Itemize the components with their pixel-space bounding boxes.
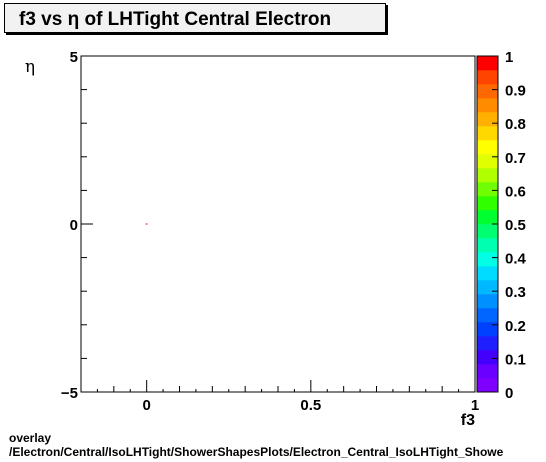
colorbar-tick-label: 0.3 bbox=[505, 284, 526, 301]
y-tick-label: 0 bbox=[70, 217, 78, 234]
colorbar-segment bbox=[477, 56, 498, 71]
colorbar-segment bbox=[477, 224, 498, 239]
y-axis-label: η bbox=[25, 57, 35, 77]
colorbar-segment bbox=[477, 182, 498, 197]
colorbar-segment bbox=[477, 266, 498, 281]
colorbar-tick-label: 0.4 bbox=[505, 251, 527, 268]
colorbar-segment bbox=[477, 70, 498, 85]
colorbar-tick-label: 0.9 bbox=[505, 83, 526, 100]
colorbar-segment bbox=[477, 84, 498, 99]
data-marks bbox=[145, 223, 148, 225]
colorbar-segment bbox=[477, 126, 498, 141]
footer-overlay-label: overlay bbox=[9, 431, 52, 445]
colorbar-segment bbox=[477, 350, 498, 365]
x-tick-label: 0.5 bbox=[300, 397, 321, 414]
title-box: f3 vs η of LHTight Central Electron bbox=[4, 3, 386, 33]
colorbar-segment bbox=[477, 98, 498, 113]
footer-path: /Electron/Central/IsoLHTight/ShowerShape… bbox=[9, 445, 504, 459]
colorbar-tick-label: 0.8 bbox=[505, 116, 526, 133]
colorbar-segment bbox=[477, 112, 498, 127]
chart-title: f3 vs η of LHTight Central Electron bbox=[19, 9, 332, 30]
colorbar-segment bbox=[477, 364, 498, 379]
data-point bbox=[145, 223, 148, 225]
y-tick-label: 5 bbox=[70, 49, 78, 66]
x-axis-label: f3 bbox=[461, 412, 475, 429]
y-axis: 5 0 −5 bbox=[61, 49, 93, 402]
y-tick-label: −5 bbox=[61, 385, 78, 402]
colorbar-segment bbox=[477, 252, 498, 267]
colorbar-tick-label: 0.7 bbox=[505, 150, 526, 167]
colorbar-tick-label: 0.2 bbox=[505, 318, 526, 335]
colorbar-tick-label: 1 bbox=[505, 49, 513, 66]
colorbar-segment bbox=[477, 168, 498, 183]
colorbar-segment bbox=[477, 308, 498, 323]
colorbar-segment bbox=[477, 336, 498, 351]
colorbar-tick-label: 0.5 bbox=[505, 217, 526, 234]
x-axis: 0 0.5 1 bbox=[80, 380, 479, 414]
colorbar-segment bbox=[477, 154, 498, 169]
plot-area bbox=[80, 55, 476, 393]
colorbar-segment bbox=[477, 280, 498, 295]
colorbar-segment bbox=[477, 196, 498, 211]
colorbar-segment bbox=[477, 294, 498, 309]
colorbar: 0 0.1 0.2 0.3 0.4 0.5 0.6 0.7 0.8 0.9 1 bbox=[476, 49, 527, 402]
colorbar-segment bbox=[477, 378, 498, 393]
x-tick-label: 0 bbox=[142, 397, 150, 414]
x-tick-label: 1 bbox=[471, 397, 479, 414]
colorbar-tick-label: 0 bbox=[505, 385, 513, 402]
colorbar-segment bbox=[477, 210, 498, 225]
colorbar-segment bbox=[477, 322, 498, 337]
colorbar-tick-label: 0.1 bbox=[505, 351, 526, 368]
colorbar-segment bbox=[477, 140, 498, 155]
colorbar-segment bbox=[477, 238, 498, 253]
colorbar-tick-label: 0.6 bbox=[505, 183, 526, 200]
